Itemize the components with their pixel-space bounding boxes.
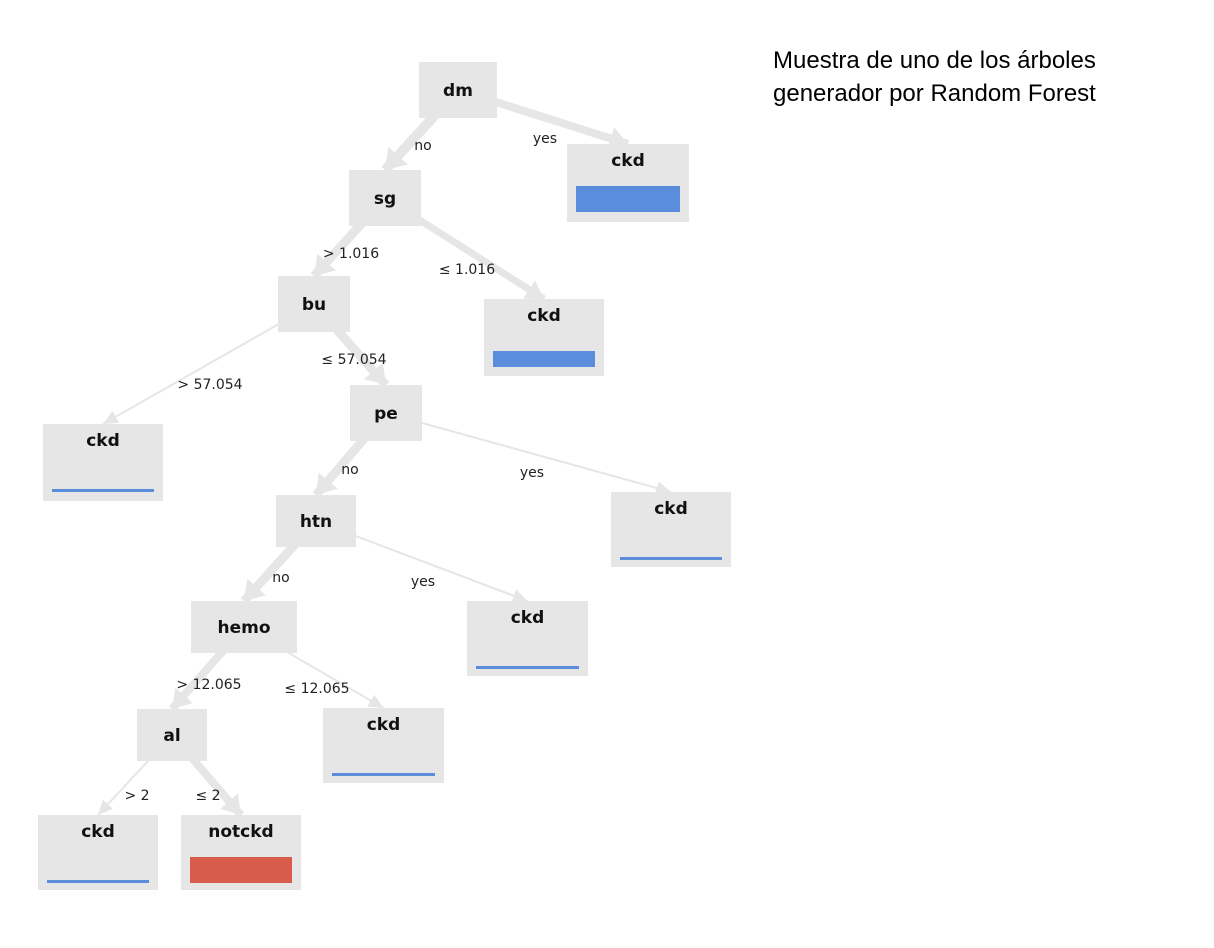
node-box (611, 492, 731, 567)
node-label: ckd (527, 306, 561, 326)
tree-edge-arrow-bu-pe (364, 362, 386, 385)
tree-edge-arrow-al-leaf_al_gt (98, 799, 113, 815)
node-box (43, 424, 163, 501)
tree-edge-arrow-sg-bu (314, 253, 336, 276)
edge-label-layer: no yes > 1.016 ≤ 1.016 > 57.054 ≤ 57.054 no yes… (124, 131, 557, 804)
node-label: ckd (511, 608, 545, 628)
caption-line-2: generador por Random Forest (773, 80, 1096, 107)
edge-label-bu-leaf_bu_gt: > 57.054 (177, 377, 242, 393)
tree-edge-arrow-sg-leaf_sg_le (523, 280, 544, 299)
tree-edge-arrow-htn-hemo (244, 578, 266, 601)
split-node-dm: dm (419, 62, 497, 118)
tree-edge-pe-leaf_pe_yes (385, 412, 672, 493)
leaf-node-leaf_pe_yes: ckd (611, 492, 731, 567)
class-bar-ckd (47, 880, 149, 883)
edge-label-hemo-leaf_hemo_le: ≤ 12.065 (284, 681, 349, 697)
edge-label-dm-leaf_dm_yes: yes (533, 131, 557, 147)
node-label: ckd (654, 499, 688, 519)
tree-edge-arrow-al-leaf_al_le (220, 793, 241, 815)
node-label: sg (374, 189, 396, 209)
node-label: pe (374, 404, 398, 424)
class-bar-notckd (190, 857, 292, 883)
leaf-node-leaf_al_gt: ckd (38, 815, 158, 890)
node-box (137, 709, 207, 761)
class-bar-ckd (476, 666, 579, 669)
split-node-pe: pe (350, 385, 422, 441)
edge-label-al-leaf_al_gt: > 2 (124, 788, 149, 804)
node-label: bu (302, 295, 326, 315)
tree-edge-arrow-hemo-al (172, 687, 193, 709)
split-node-sg: sg (349, 170, 421, 226)
node-label: ckd (611, 151, 645, 171)
tree-edge-arrow-htn-leaf_htn_yes (511, 589, 528, 603)
tree-edge-arrow-dm-sg (385, 146, 408, 170)
tree-edge-arrow-hemo-leaf_hemo_le (367, 694, 384, 708)
split-node-bu: bu (278, 276, 350, 332)
edge-label-pe-htn: no (341, 462, 358, 478)
tree-edge-arrow-pe-htn (316, 472, 338, 495)
edge-label-pe-leaf_pe_yes: yes (520, 465, 544, 481)
class-bar-ckd (332, 773, 435, 776)
split-node-al: al (137, 709, 207, 761)
leaf-node-leaf_htn_yes: ckd (467, 601, 588, 676)
class-bar-ckd (576, 186, 680, 212)
tree-edge-arrow-bu-leaf_bu_gt (103, 410, 120, 424)
class-bar-ckd (493, 351, 595, 367)
leaf-node-leaf_hemo_le: ckd (323, 708, 444, 783)
edge-label-bu-pe: ≤ 57.054 (321, 352, 386, 368)
node-label: al (163, 726, 180, 746)
split-node-htn: htn (276, 495, 356, 547)
node-label: ckd (86, 431, 120, 451)
edge-label-dm-sg: no (414, 138, 431, 154)
class-bar-ckd (620, 557, 722, 560)
node-box (323, 708, 444, 783)
node-box (349, 170, 421, 226)
node-label: ckd (367, 715, 401, 735)
caption-line-1: Muestra de uno de los árboles (773, 47, 1096, 74)
leaf-node-leaf_al_le: notckd (181, 815, 301, 890)
leaf-node-leaf_sg_le: ckd (484, 299, 604, 376)
node-box (350, 385, 422, 441)
edge-label-al-leaf_al_le: ≤ 2 (195, 788, 220, 804)
split-node-hemo: hemo (191, 601, 297, 653)
leaf-node-leaf_dm_yes: ckd (567, 144, 689, 222)
edge-label-htn-hemo: no (272, 570, 289, 586)
node-label: dm (443, 81, 473, 101)
node-box (419, 62, 497, 118)
node-label: htn (300, 512, 332, 532)
edge-label-htn-leaf_htn_yes: yes (411, 574, 435, 590)
edge-label-sg-leaf_sg_le: ≤ 1.016 (439, 262, 495, 278)
node-box (278, 276, 350, 332)
node-box (191, 601, 297, 653)
node-box (38, 815, 158, 890)
node-label: hemo (217, 618, 270, 638)
edge-label-sg-bu: > 1.016 (323, 246, 379, 262)
class-bar-ckd (52, 489, 154, 492)
leaf-node-leaf_bu_gt: ckd (43, 424, 163, 501)
node-label: notckd (208, 822, 273, 842)
node-box (467, 601, 588, 676)
caption: Muestra de uno de los árboles generador … (773, 44, 1193, 110)
node-label: ckd (81, 822, 115, 842)
tree-edge-arrow-pe-leaf_pe_yes (655, 481, 671, 495)
edge-label-hemo-al: > 12.065 (176, 677, 241, 693)
node-box (276, 495, 356, 547)
